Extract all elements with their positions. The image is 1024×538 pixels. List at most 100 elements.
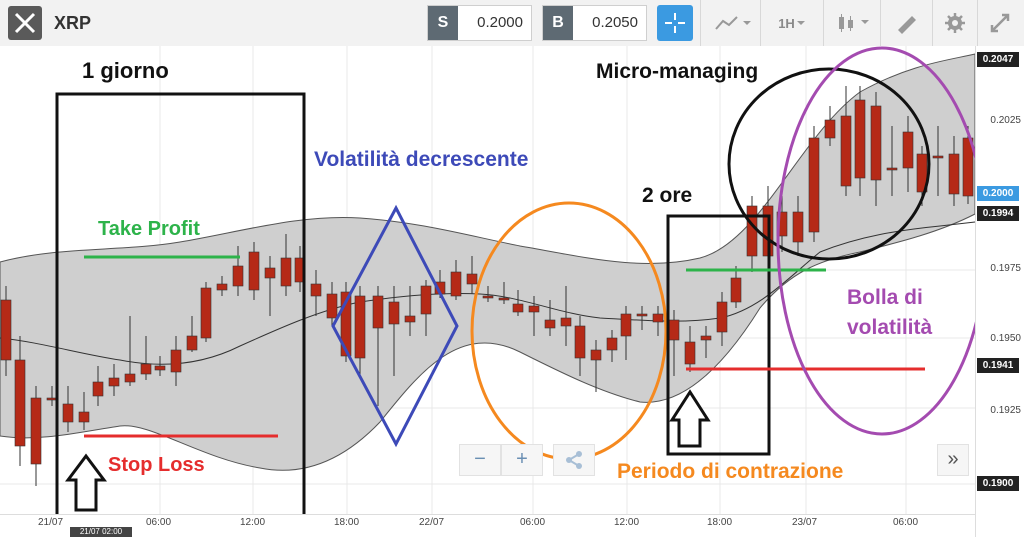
- candle-body: [30, 397, 42, 465]
- share-button[interactable]: [553, 444, 595, 476]
- timeframe-select[interactable]: 1H: [765, 5, 820, 41]
- y-price-box: 0.2000: [977, 186, 1019, 201]
- x-tick: 06:00: [893, 517, 919, 528]
- candle-body: [716, 301, 728, 333]
- candle-body: [280, 257, 292, 287]
- candle-body: [636, 313, 648, 317]
- buy-tag: B: [543, 6, 573, 40]
- divider: [880, 0, 881, 46]
- candle-body: [404, 315, 416, 323]
- candle-body: [902, 131, 914, 169]
- candle-body: [962, 137, 974, 197]
- candle-body: [886, 167, 898, 171]
- candle-body: [684, 341, 696, 365]
- candle-body: [170, 349, 182, 373]
- candle-body: [326, 293, 338, 319]
- candle-body: [730, 277, 742, 303]
- sell-button[interactable]: S 0.2000: [427, 5, 532, 41]
- symbol-name: XRP: [54, 13, 92, 33]
- candle-body: [46, 397, 58, 401]
- divider: [932, 0, 933, 46]
- x-tick: 18:00: [707, 517, 733, 528]
- sell-price: 0.2000: [477, 14, 523, 31]
- candle-body: [854, 99, 866, 179]
- candle-body: [824, 119, 836, 139]
- candle-body: [354, 295, 366, 359]
- candle-body: [808, 137, 820, 233]
- timeframe-label: 1H: [778, 15, 795, 31]
- candle-body: [420, 285, 432, 315]
- candle-body: [762, 205, 774, 257]
- buy-button[interactable]: B 0.2050: [542, 5, 647, 41]
- y-label-2025: 0.2025: [990, 115, 1021, 126]
- time-axis: [0, 514, 975, 538]
- scroll-right-button[interactable]: »: [937, 444, 969, 476]
- x-tick: 06:00: [520, 517, 546, 528]
- candle-body: [14, 359, 26, 447]
- candle-body: [78, 411, 90, 423]
- expand-icon[interactable]: [982, 5, 1018, 41]
- candle-body: [372, 295, 384, 329]
- x-tick: 21/07: [38, 517, 64, 528]
- divider: [760, 0, 761, 46]
- y-box-1994: 0.1994: [977, 206, 1019, 221]
- candle-body: [294, 257, 306, 283]
- line-chart-icon[interactable]: [708, 5, 758, 41]
- micro-managing-label: Micro-managing: [596, 60, 759, 83]
- gear-icon[interactable]: [935, 5, 975, 41]
- candle-body: [606, 337, 618, 351]
- candle-body: [916, 153, 928, 193]
- candlestick-icon[interactable]: [828, 5, 878, 41]
- candle-body: [388, 301, 400, 325]
- candle-body: [466, 273, 478, 285]
- candle-body: [482, 295, 494, 299]
- zoom-out-button[interactable]: −: [459, 444, 501, 476]
- candle-body: [92, 381, 104, 397]
- candle-body: [232, 265, 244, 287]
- candle-body: [668, 319, 680, 341]
- candle-body: [948, 153, 960, 195]
- candle-body: [528, 305, 540, 313]
- y-box-1900: 0.1900: [977, 476, 1019, 491]
- divider: [977, 0, 978, 46]
- drawing-icon[interactable]: [884, 5, 929, 41]
- candle-body: [544, 319, 556, 329]
- zoom-in-button[interactable]: +: [501, 444, 543, 476]
- x-tick: 22/07: [419, 517, 445, 528]
- x-tick: 12:00: [240, 517, 266, 528]
- x-tick: 12:00: [614, 517, 640, 528]
- candle-body: [560, 317, 572, 327]
- candle-body: [108, 377, 120, 387]
- candle-body: [154, 365, 166, 371]
- candle-body: [264, 267, 276, 279]
- candle-body: [200, 287, 212, 339]
- candle-body: [590, 349, 602, 361]
- y-box-1941: 0.1941: [977, 358, 1019, 373]
- crosshair-icon[interactable]: [657, 5, 693, 41]
- candle-body: [776, 211, 788, 237]
- candle-body: [700, 335, 712, 341]
- candle-body: [216, 283, 228, 291]
- one-day-label: 1 giorno: [82, 58, 169, 83]
- candle-body: [248, 251, 260, 291]
- contraction-period-label: Periodo di contrazione: [617, 460, 844, 483]
- take-profit-label: Take Profit: [98, 218, 200, 240]
- buy-price: 0.2050: [592, 14, 638, 31]
- candle-body: [434, 281, 446, 295]
- price-axis: [975, 46, 1024, 537]
- sell-tag: S: [428, 6, 458, 40]
- y-tick: 0.1950: [990, 333, 1021, 344]
- candle-body: [932, 155, 944, 159]
- close-x-logo-icon[interactable]: [8, 6, 42, 40]
- two-hours-label: 2 ore: [642, 184, 693, 207]
- candle-body: [512, 303, 524, 313]
- candle-body: [310, 283, 322, 297]
- y-tick: 0.1925: [990, 405, 1021, 416]
- candle-body: [792, 211, 804, 243]
- volatility-decreasing-label: Volatilità decrescente: [314, 148, 529, 171]
- candle-body: [652, 313, 664, 323]
- volatility-bubble-label-1: Bolla di: [847, 286, 923, 309]
- candle-body: [870, 105, 882, 181]
- candle-body: [498, 297, 510, 301]
- candle-body: [340, 291, 352, 357]
